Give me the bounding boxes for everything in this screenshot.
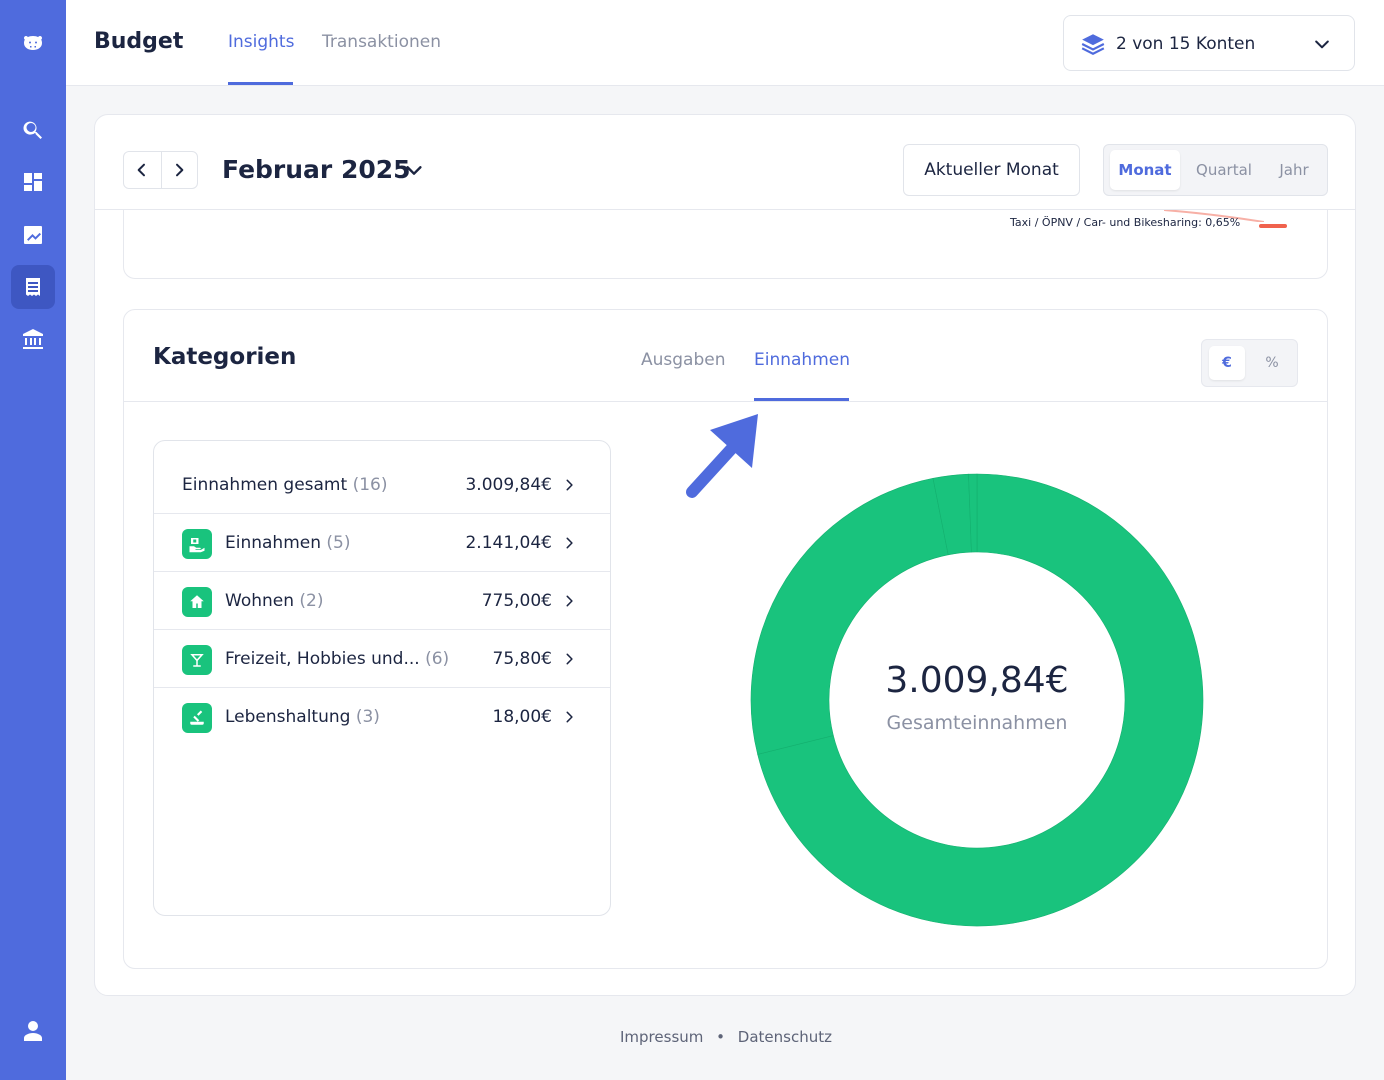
chevron-down-icon[interactable] [403, 159, 425, 181]
layers-icon [1081, 34, 1105, 55]
list-item-value: 775,00€ [481, 591, 552, 611]
donut-total-label: Gesamteinnahmen [886, 712, 1068, 734]
total-label-wrap: Einnahmen gesamt (16) [182, 475, 387, 495]
list-item-label: Einnahmen [225, 533, 321, 553]
current-month-button[interactable]: Aktueller Monat [903, 144, 1080, 196]
category-list: Einnahmen gesamt (16) 3.009,84€ Einnahme… [153, 440, 611, 916]
accounts-label: 2 von 15 Konten [1116, 34, 1256, 54]
annotation-arrow-icon [686, 414, 758, 498]
period-header: Februar 2025 Aktueller Monat Monat Quart… [95, 115, 1355, 210]
tab-insights[interactable]: Insights [228, 32, 295, 52]
dashboard-icon[interactable] [11, 160, 55, 204]
tab-transaktionen[interactable]: Transaktionen [322, 32, 441, 52]
donut-slice-2[interactable] [750, 477, 949, 755]
cocktail-icon [182, 645, 212, 675]
chevron-right-icon [566, 595, 573, 607]
period-month-button[interactable]: Monat [1110, 150, 1180, 190]
month-title[interactable]: Februar 2025 [222, 155, 411, 184]
chart-leader-bar [1259, 224, 1287, 228]
period-year-button[interactable]: Jahr [1279, 161, 1309, 179]
period-toggle: Monat Quartal Jahr [1103, 144, 1328, 196]
total-label: Einnahmen gesamt [182, 475, 348, 495]
search-icon[interactable] [11, 108, 55, 152]
list-item[interactable]: Wohnen (2) 775,00€ [154, 572, 610, 630]
active-tab-indicator [754, 398, 849, 401]
donut-slice-4[interactable] [968, 473, 978, 553]
chevron-right-icon [566, 653, 573, 665]
categories-header: Kategorien Ausgaben Einnahmen € % [124, 310, 1327, 402]
list-item-label-wrap: Einnahmen (5) [225, 533, 351, 553]
donut-slice-1[interactable] [757, 473, 1204, 927]
hippo-logo-icon[interactable] [11, 21, 55, 65]
list-item-value: 75,80€ [492, 649, 552, 669]
footer-separator: • [716, 1028, 726, 1046]
list-item[interactable]: Lebenshaltung (3) 18,00€ [154, 688, 610, 746]
categories-card: Kategorien Ausgaben Einnahmen € % Einnah… [123, 309, 1328, 969]
next-month-button[interactable] [160, 152, 198, 188]
list-item-label: Freizeit, Hobbies und... [225, 649, 420, 669]
tab-ausgaben[interactable]: Ausgaben [641, 350, 726, 370]
total-row[interactable]: Einnahmen gesamt (16) 3.009,84€ [154, 456, 610, 514]
budget-list-icon[interactable] [11, 265, 55, 309]
list-item-value: 18,00€ [492, 707, 552, 727]
previous-month-button[interactable] [124, 152, 161, 188]
list-item-value: 2.141,04€ [465, 533, 552, 553]
page-title: Budget [94, 29, 184, 54]
list-item-count: (2) [299, 591, 324, 611]
footer: Impressum • Datenschutz [0, 1028, 1384, 1046]
unit-percent-button[interactable]: % [1265, 355, 1279, 371]
total-value: 3.009,84€ [465, 475, 552, 495]
home-icon [182, 587, 212, 617]
list-item-label-wrap: Wohnen (2) [225, 591, 324, 611]
list-item-label: Wohnen [225, 591, 294, 611]
period-quarter-button[interactable]: Quartal [1196, 161, 1252, 179]
chevron-down-icon [1315, 40, 1329, 49]
groceries-icon [182, 703, 212, 733]
month-navigation [123, 151, 198, 189]
user-icon[interactable] [11, 1009, 55, 1053]
total-count: (16) [352, 475, 388, 495]
chevron-right-icon [566, 479, 573, 491]
list-item-count: (5) [326, 533, 351, 553]
chart-leader-line [1164, 210, 1264, 222]
tab-einnahmen[interactable]: Einnahmen [754, 350, 850, 370]
accounts-selector[interactable]: 2 von 15 Konten [1063, 15, 1355, 71]
unit-euro-button[interactable]: € [1209, 346, 1245, 380]
categories-title: Kategorien [153, 344, 297, 370]
list-item-count: (6) [425, 649, 450, 669]
list-item-label: Lebenshaltung [225, 707, 351, 727]
chevron-right-icon [566, 537, 573, 549]
list-item-label-wrap: Freizeit, Hobbies und... (6) [225, 649, 449, 669]
unit-toggle: € % [1201, 339, 1298, 387]
chevron-left-icon [137, 163, 146, 177]
sidebar [0, 0, 66, 1080]
list-item-count: (3) [355, 707, 380, 727]
bank-icon[interactable] [11, 317, 55, 361]
impressum-link[interactable]: Impressum [620, 1028, 704, 1046]
list-item[interactable]: Freizeit, Hobbies und... (6) 75,80€ [154, 630, 610, 688]
income-icon [182, 529, 212, 559]
previous-chart-card: Taxi / ÖPNV / Car- und Bikesharing: 0,65… [123, 210, 1328, 279]
top-bar: Budget Insights Transaktionen 2 von 15 K… [66, 0, 1384, 86]
list-item[interactable]: Einnahmen (5) 2.141,04€ [154, 514, 610, 572]
active-tab-indicator [228, 82, 293, 85]
chart-line-icon[interactable] [11, 213, 55, 257]
income-donut-chart [750, 473, 1204, 927]
chevron-right-icon [176, 163, 184, 177]
chart-label: Taxi / ÖPNV / Car- und Bikesharing: 0,65… [1010, 216, 1241, 229]
chevron-right-icon [566, 711, 573, 723]
donut-total-value: 3.009,84€ [885, 660, 1069, 701]
datenschutz-link[interactable]: Datenschutz [737, 1028, 832, 1046]
list-item-label-wrap: Lebenshaltung (3) [225, 707, 380, 727]
